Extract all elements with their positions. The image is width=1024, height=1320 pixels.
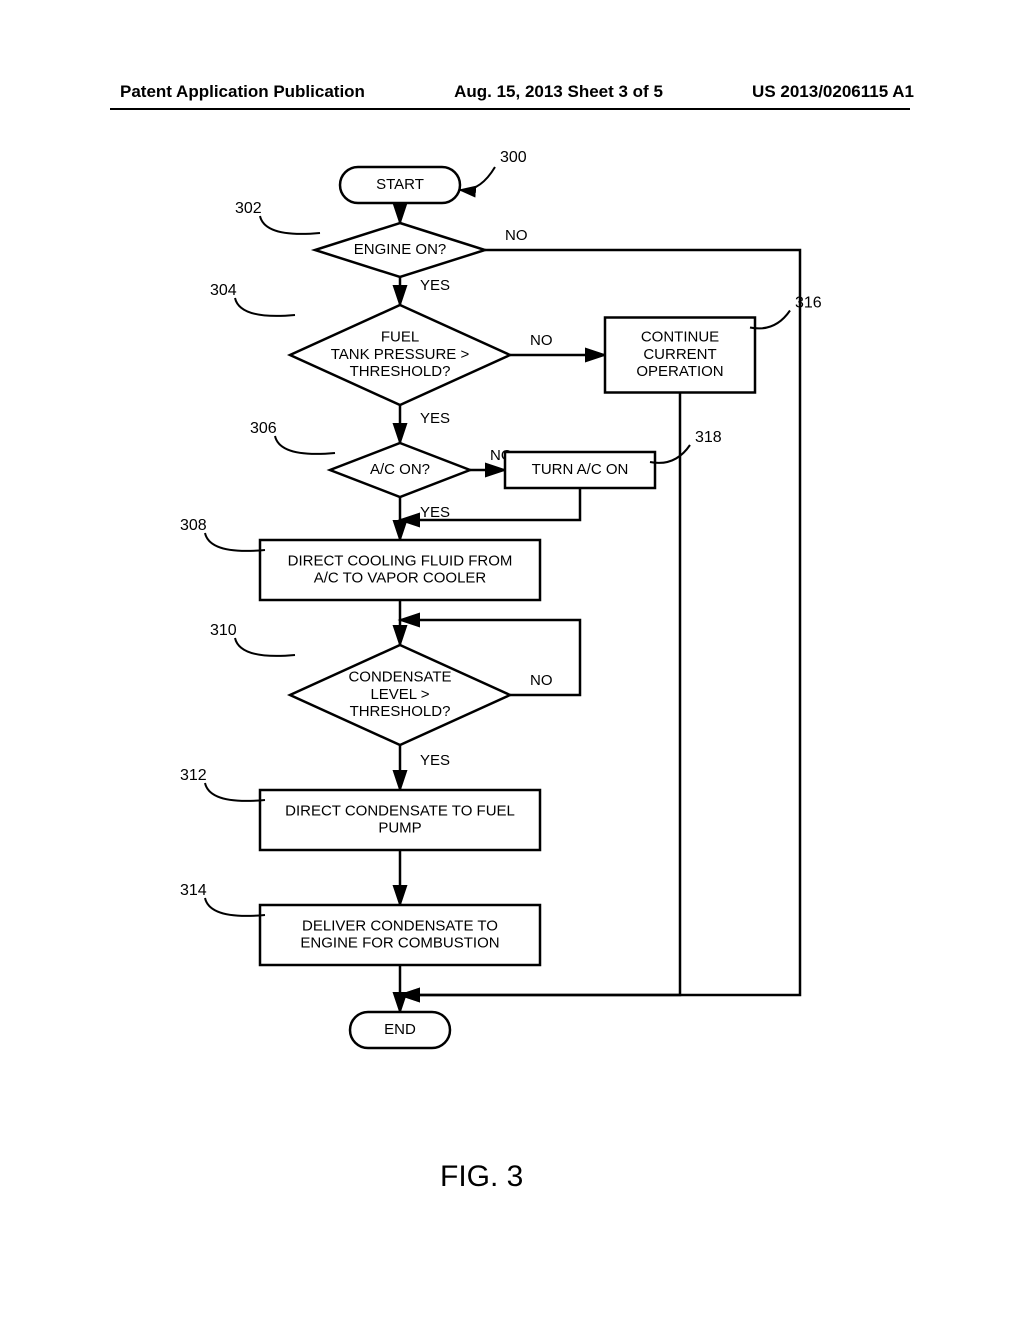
ref-leader bbox=[205, 783, 265, 801]
ref-label: 318 bbox=[695, 429, 722, 446]
ref-leader bbox=[205, 898, 265, 916]
node-text: TURN A/C ON bbox=[532, 461, 629, 478]
ref-label: 312 bbox=[180, 767, 207, 784]
edge-label: YES bbox=[420, 277, 450, 294]
node-start: START bbox=[340, 167, 460, 203]
ref-leader bbox=[235, 638, 295, 656]
node-text: CURRENT bbox=[643, 346, 716, 363]
node-d302: ENGINE ON? 302 bbox=[235, 200, 485, 277]
page-header: Patent Application Publication Aug. 15, … bbox=[0, 82, 1024, 102]
ref-leader bbox=[205, 533, 265, 551]
node-text: THRESHOLD? bbox=[350, 363, 451, 380]
node-p314: DELIVER CONDENSATE TOENGINE FOR COMBUSTI… bbox=[180, 882, 540, 965]
nodes: STARTENGINE ON?302FUELTANK PRESSURE >THR… bbox=[180, 167, 822, 1048]
node-d306: A/C ON? 306 bbox=[250, 420, 470, 497]
edge-label: YES bbox=[420, 752, 450, 769]
edge-label: NO bbox=[530, 332, 553, 349]
page: Patent Application Publication Aug. 15, … bbox=[0, 0, 1024, 1320]
node-p318: TURN A/C ON 318 bbox=[505, 429, 722, 488]
node-text: OPERATION bbox=[636, 363, 723, 380]
ref-leader bbox=[460, 167, 495, 190]
header-right: US 2013/0206115 A1 bbox=[752, 82, 914, 102]
node-text: END bbox=[384, 1021, 416, 1038]
node-text: ENGINE FOR COMBUSTION bbox=[300, 935, 499, 952]
edge-label: YES bbox=[420, 410, 450, 427]
ref-label: 310 bbox=[210, 622, 237, 639]
node-text: ENGINE ON? bbox=[354, 241, 447, 258]
node-text: DIRECT CONDENSATE TO FUEL bbox=[285, 802, 515, 819]
flowchart: YESYESYESYESNONONONO300STARTENGINE ON?30… bbox=[0, 140, 1024, 1140]
node-text: A/C TO VAPOR COOLER bbox=[314, 570, 487, 587]
edge-label: NO bbox=[530, 672, 553, 689]
ref-label-300: 300 bbox=[500, 149, 527, 166]
figure-label: FIG. 3 bbox=[440, 1160, 523, 1194]
header-center: Aug. 15, 2013 Sheet 3 of 5 bbox=[454, 82, 663, 102]
node-text: TANK PRESSURE > bbox=[331, 346, 470, 363]
ref-leader bbox=[260, 216, 320, 234]
node-text: LEVEL > bbox=[370, 686, 429, 703]
node-text: CONDENSATE bbox=[348, 669, 451, 686]
node-p316: CONTINUECURRENTOPERATION 316 bbox=[605, 295, 822, 393]
node-text: A/C ON? bbox=[370, 461, 430, 478]
node-end: END bbox=[350, 1012, 450, 1048]
ref-leader bbox=[235, 298, 295, 316]
edge-label: YES bbox=[420, 504, 450, 521]
ref-label: 314 bbox=[180, 882, 207, 899]
node-text: PUMP bbox=[378, 820, 421, 837]
ref-label: 316 bbox=[795, 295, 822, 312]
ref-label: 308 bbox=[180, 517, 207, 534]
node-text: THRESHOLD? bbox=[350, 703, 451, 720]
node-d310: CONDENSATELEVEL >THRESHOLD? 310 bbox=[210, 622, 510, 745]
header-rule bbox=[110, 108, 910, 110]
node-text: DELIVER CONDENSATE TO bbox=[302, 917, 498, 934]
node-p312: DIRECT CONDENSATE TO FUELPUMP 312 bbox=[180, 767, 540, 850]
ref-label: 302 bbox=[235, 200, 262, 217]
header-left: Patent Application Publication bbox=[120, 82, 365, 102]
ref-label: 306 bbox=[250, 420, 277, 437]
edge-label: NO bbox=[505, 227, 528, 244]
node-text: DIRECT COOLING FLUID FROM bbox=[288, 552, 513, 569]
node-text: START bbox=[376, 176, 424, 193]
node-text: FUEL bbox=[381, 329, 419, 346]
node-p308: DIRECT COOLING FLUID FROMA/C TO VAPOR CO… bbox=[180, 517, 540, 600]
node-text: CONTINUE bbox=[641, 329, 719, 346]
ref-label: 304 bbox=[210, 282, 237, 299]
ref-leader bbox=[275, 436, 335, 454]
node-d304: FUELTANK PRESSURE >THRESHOLD? 304 bbox=[210, 282, 510, 405]
